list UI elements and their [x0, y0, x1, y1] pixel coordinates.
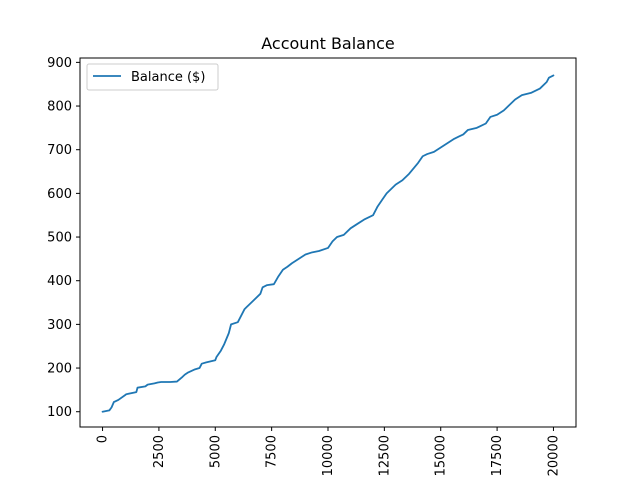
x-tick-label: 7500: [265, 435, 280, 468]
x-tick-label: 15000: [434, 435, 449, 476]
y-tick-label: 300: [47, 318, 72, 333]
y-tick-label: 100: [47, 405, 72, 420]
legend-label: Balance ($): [131, 70, 205, 85]
y-tick-label: 400: [47, 274, 72, 289]
y-tick-label: 900: [47, 56, 72, 71]
x-tick-label: 0: [96, 435, 111, 443]
y-tick-label: 600: [47, 187, 72, 202]
legend: Balance ($): [87, 64, 218, 90]
y-tick-label: 500: [47, 231, 72, 246]
chart-title: Account Balance: [261, 34, 395, 53]
y-tick-label: 700: [47, 143, 72, 158]
x-tick-label: 17500: [490, 435, 505, 476]
y-tick-label: 200: [47, 362, 72, 377]
y-tick-label: 800: [47, 100, 72, 115]
x-tick-label: 2500: [152, 435, 167, 468]
x-tick-label: 20000: [546, 435, 561, 476]
x-tick-label: 10000: [321, 435, 336, 476]
x-tick-label: 12500: [377, 435, 392, 476]
x-tick-label: 5000: [208, 435, 223, 468]
